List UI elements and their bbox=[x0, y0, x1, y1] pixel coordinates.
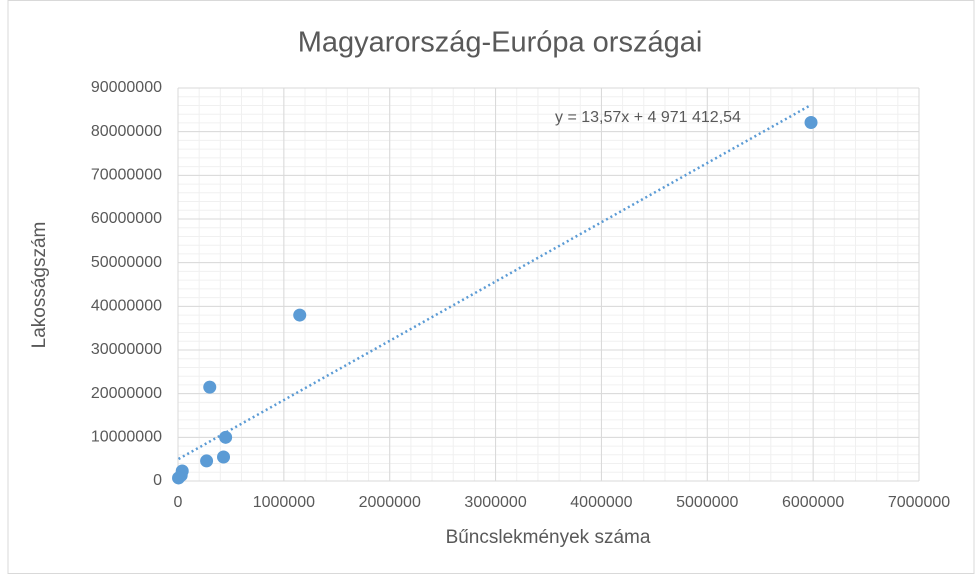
y-tick-label: 30000000 bbox=[91, 341, 162, 358]
chart-title: Magyarország-Európa országai bbox=[298, 27, 703, 59]
y-tick-label: 60000000 bbox=[91, 210, 162, 227]
y-axis-title: Lakosságszám bbox=[29, 222, 50, 349]
x-tick-label: 5000000 bbox=[676, 494, 738, 511]
point bbox=[200, 454, 214, 468]
y-tick-label: 40000000 bbox=[91, 298, 162, 315]
y-tick-label: 80000000 bbox=[91, 123, 162, 140]
x-tick-label: 7000000 bbox=[888, 494, 950, 511]
y-tick-label: 70000000 bbox=[91, 167, 162, 184]
point bbox=[804, 115, 818, 129]
y-tick-label: 90000000 bbox=[91, 79, 162, 96]
point bbox=[203, 380, 217, 394]
y-tick-label: 50000000 bbox=[91, 254, 162, 271]
x-tick-label: 2000000 bbox=[359, 494, 421, 511]
point bbox=[172, 471, 186, 485]
x-tick-label: 3000000 bbox=[464, 494, 526, 511]
trendline-label: y = 13,57x + 4 971 412,54 bbox=[555, 109, 741, 126]
y-tick-label: 0 bbox=[153, 472, 162, 489]
trendline bbox=[177, 103, 812, 461]
x-tick-label: 1000000 bbox=[253, 494, 315, 511]
x-axis-title: Bűncslekmények száma bbox=[446, 527, 651, 548]
y-tick-label: 20000000 bbox=[91, 385, 162, 402]
x-tick-label: 4000000 bbox=[570, 494, 632, 511]
point bbox=[217, 450, 231, 464]
y-tick-label: 10000000 bbox=[91, 429, 162, 446]
point bbox=[293, 308, 307, 322]
point bbox=[219, 430, 233, 444]
x-tick-label: 0 bbox=[174, 494, 183, 511]
x-tick-label: 6000000 bbox=[782, 494, 844, 511]
